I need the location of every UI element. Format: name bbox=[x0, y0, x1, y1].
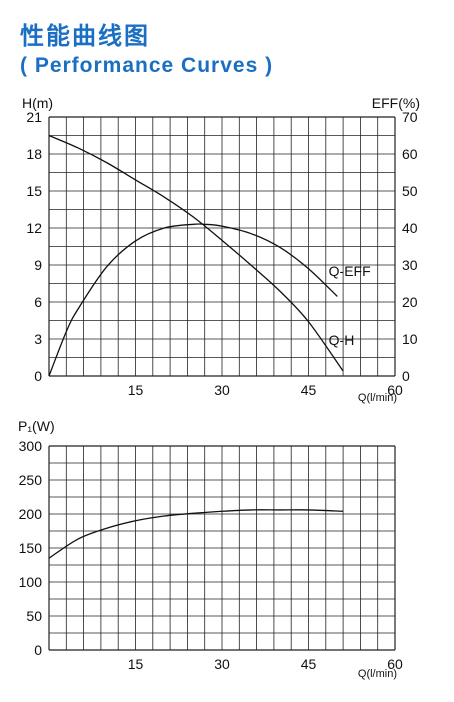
chart2-xtick-label: 30 bbox=[214, 656, 230, 672]
chart1-y2tick-label: 40 bbox=[402, 220, 418, 236]
chart1-xtick-label: 45 bbox=[301, 382, 317, 398]
chart2-xtick-label: 15 bbox=[128, 656, 144, 672]
chart1-y2tick-label: 10 bbox=[402, 331, 418, 347]
chart1-ytick-label: 12 bbox=[26, 220, 42, 236]
chart1-y2tick-label: 50 bbox=[402, 183, 418, 199]
chart1-ytick-label: 6 bbox=[34, 294, 42, 310]
chart1-y2tick-label: 70 bbox=[402, 109, 418, 125]
title-english: ( Performance Curves ) bbox=[20, 54, 274, 77]
label-q-h: Q-H bbox=[329, 332, 355, 348]
chart1-ytick-label: 3 bbox=[34, 331, 42, 347]
chart1-y2tick-label: 60 bbox=[402, 146, 418, 162]
chart1-xtick-label: 15 bbox=[128, 382, 144, 398]
chart2-ytick-label: 300 bbox=[19, 438, 43, 454]
chart2-ytick-label: 100 bbox=[19, 574, 43, 590]
chart1-ytick-label: 0 bbox=[34, 368, 42, 384]
chart1-xtick-label: 30 bbox=[214, 382, 230, 398]
chart-q-h-eff: H(m) EFF(%) Q(l/min) 0 3 6 9 12 15 18 21 0 10 20 30… bbox=[22, 95, 420, 404]
chart2-xtick-label: 60 bbox=[387, 656, 403, 672]
chart1-y2tick-label: 30 bbox=[402, 257, 418, 273]
chart2-ytick-label: 250 bbox=[19, 472, 43, 488]
chart2-ytick-label: 50 bbox=[26, 608, 42, 624]
label-q-eff: Q-EFF bbox=[329, 263, 371, 279]
chart1-y2tick-label: 0 bbox=[402, 368, 410, 384]
chart1-ytick-label: 15 bbox=[26, 183, 42, 199]
chart2-ylabel: P₁(W) bbox=[18, 418, 55, 434]
chart1-ylabel: H(m) bbox=[22, 95, 53, 111]
chart-q-p1: P₁(W) Q(l/min) 0 50 100 150 200 250 300 15 30 45 6… bbox=[18, 418, 403, 680]
title-chinese: 性能曲线图 bbox=[20, 23, 150, 50]
chart2-xlabel: Q(l/min) bbox=[358, 668, 397, 680]
chart1-ytick-label: 9 bbox=[34, 257, 42, 273]
chart2-xtick-label: 45 bbox=[301, 656, 317, 672]
chart2-ytick-label: 200 bbox=[19, 506, 43, 522]
page-heading: 性能曲线图 ( Performance Curves ) bbox=[20, 22, 273, 80]
chart1-ytick-label: 21 bbox=[26, 109, 42, 125]
chart1-series-q-h bbox=[48, 134, 344, 372]
chart2-ytick-label: 150 bbox=[19, 540, 43, 556]
chart1-y2tick-label: 20 bbox=[402, 294, 418, 310]
chart1-xlabel: Q(l/min) bbox=[358, 392, 397, 404]
chart1-y2label: EFF(%) bbox=[372, 95, 420, 111]
chart1-series-q-eff bbox=[48, 223, 338, 377]
chart2-series-q-p1 bbox=[48, 509, 344, 559]
chart1-ytick-label: 18 bbox=[26, 146, 42, 162]
chart1-xtick-label: 60 bbox=[387, 382, 403, 398]
chart2-ytick-label: 0 bbox=[34, 642, 42, 658]
